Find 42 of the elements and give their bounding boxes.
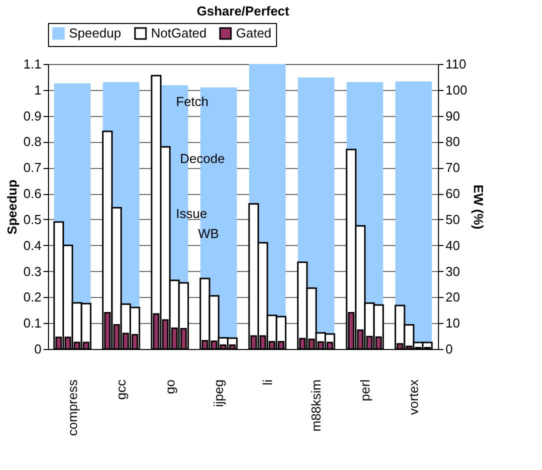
y2-tick-label: 0 xyxy=(446,342,453,356)
y2-tick-label: 100 xyxy=(446,82,468,98)
y-tick-label: 0.9 xyxy=(23,108,42,124)
y2-tick-label: 50 xyxy=(446,212,460,227)
y-tick-label: 1.1 xyxy=(23,56,42,72)
y-tick-label: 0.4 xyxy=(23,238,42,253)
y-tick-label: 0.6 xyxy=(23,186,42,202)
legend-label: NotGated xyxy=(151,26,207,41)
y2-tick-label: 110 xyxy=(446,56,466,72)
y2-tick-label: 90 xyxy=(446,108,460,124)
x-tick-label: go xyxy=(162,380,178,394)
y-tick-label: 0.7 xyxy=(23,160,42,176)
annotation: WB xyxy=(198,226,219,241)
y2-tick-label: 40 xyxy=(446,238,460,253)
y-tick-label: 0.8 xyxy=(23,134,42,150)
y2-tick-label: 10 xyxy=(446,316,460,331)
y-tick-label: 0 xyxy=(34,342,42,356)
x-tick-label: ijpeg xyxy=(211,380,226,407)
legend-label: Gated xyxy=(236,26,272,41)
x-tick-label: vortex xyxy=(406,379,422,415)
x-tick-label: gcc xyxy=(114,379,129,400)
legend-label: Speedup xyxy=(69,26,122,41)
annotation: Issue xyxy=(176,206,208,221)
y-axis-title: Speedup xyxy=(4,180,20,234)
y-tick-label: 0.1 xyxy=(23,316,42,331)
y-tick-label: 0.5 xyxy=(23,212,42,227)
x-tick-label: li xyxy=(260,379,275,386)
y-tick-label: 1 xyxy=(34,82,42,98)
y2-axis-title: EW (%) xyxy=(471,184,486,230)
y-tick-label: 0.3 xyxy=(23,264,42,279)
y-tick-label: 0.2 xyxy=(23,290,42,305)
annotation: Fetch xyxy=(176,94,209,109)
y2-tick-label: 20 xyxy=(446,290,460,305)
y2-tick-label: 80 xyxy=(446,134,460,150)
x-tick-label: perl xyxy=(357,379,372,402)
annotation: Decode xyxy=(180,151,225,166)
y2-tick-label: 60 xyxy=(446,186,460,202)
chart-title: Gshare/Perfect xyxy=(196,4,290,18)
y2-tick-label: 30 xyxy=(446,264,460,279)
x-tick-label: m88ksim xyxy=(308,380,324,432)
y2-tick-label: 70 xyxy=(446,160,460,176)
x-tick-label: compress xyxy=(64,379,80,436)
